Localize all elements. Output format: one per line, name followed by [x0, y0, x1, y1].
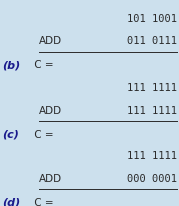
Text: C =: C =	[31, 129, 54, 139]
Text: 101 1001: 101 1001	[127, 14, 177, 23]
Text: 000 0001: 000 0001	[127, 173, 177, 183]
Text: 111 1111: 111 1111	[127, 151, 177, 160]
Text: (b): (b)	[2, 60, 20, 70]
Text: 111 1111: 111 1111	[127, 105, 177, 115]
Text: 011 0111: 011 0111	[127, 36, 177, 46]
Text: ADD: ADD	[39, 36, 62, 46]
Text: 111 1111: 111 1111	[127, 83, 177, 92]
Text: ADD: ADD	[39, 105, 62, 115]
Text: (c): (c)	[2, 129, 19, 139]
Text: C =: C =	[31, 197, 54, 206]
Text: C =: C =	[31, 60, 54, 70]
Text: ADD: ADD	[39, 173, 62, 183]
Text: (d): (d)	[2, 197, 20, 206]
